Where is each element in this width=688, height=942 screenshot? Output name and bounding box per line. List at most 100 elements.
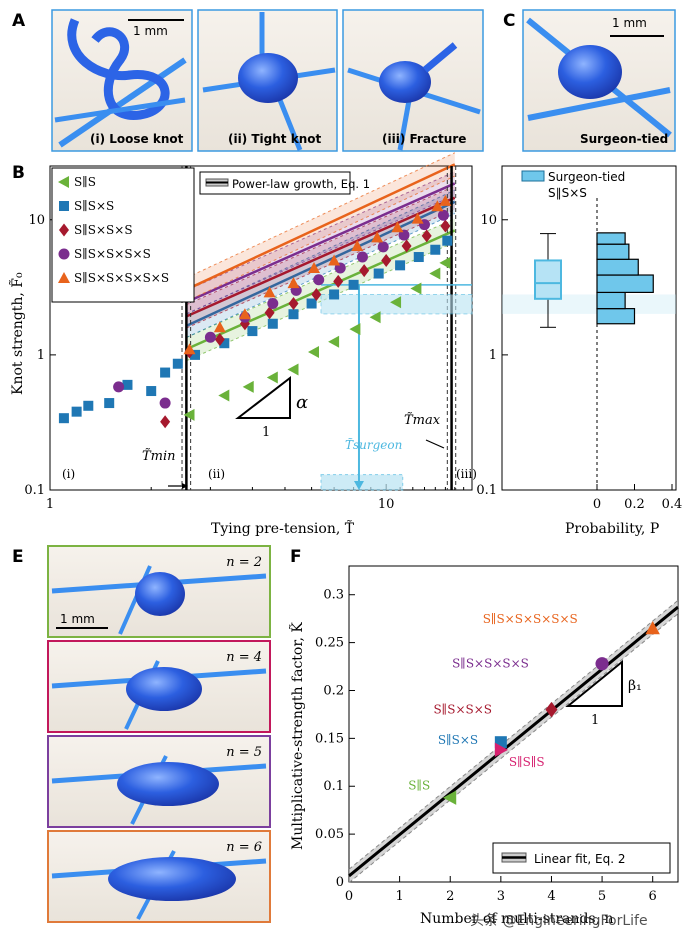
chart-d: 0 0.2 0.4 0.1 1 10 Surgeon-tied S∥S×S Probabi… — [476, 165, 682, 537]
data-point — [348, 279, 359, 290]
data-point — [113, 381, 125, 393]
panel-letter-a: A — [12, 11, 26, 31]
data-point — [395, 260, 406, 271]
data-point — [329, 289, 340, 300]
legend-marker — [58, 248, 70, 260]
fit-line-f — [348, 605, 679, 878]
data-point — [390, 296, 402, 309]
data-point-f — [545, 701, 558, 718]
ytick-label-f: 0.15 — [315, 731, 344, 746]
legend-fit-b: Power-law growth, Eq. 1 — [232, 177, 370, 191]
region-ii: (ii) — [208, 467, 225, 481]
hist-bar — [596, 258, 639, 276]
fit-band-edge — [186, 213, 456, 338]
legend-marker — [58, 272, 70, 283]
photo-n5: n = 6 — [47, 830, 271, 923]
photos-e: n = 2 1 mm n = 4 n = 5 n = 6 — [47, 545, 271, 923]
data-point — [58, 413, 69, 424]
watermark: 头条 @EngineeringForLife — [470, 912, 648, 929]
knot — [117, 762, 219, 806]
data-point — [440, 219, 451, 233]
data-point-f — [595, 657, 609, 671]
point-label-f: S∥S∥S — [509, 755, 545, 769]
data-point — [411, 212, 424, 224]
data-point — [159, 397, 171, 409]
fit-line — [186, 182, 456, 304]
data-point — [351, 239, 364, 251]
hist-bar — [596, 274, 654, 294]
xlabel-b: Tying pre-tension, T̃ — [211, 519, 355, 537]
xtick-label-f: 5 — [598, 889, 606, 904]
photo-loose-knot: 1 mm (i) Loose knot — [51, 9, 193, 152]
axes-f: 0 1 2 3 4 5 6 0 0.05 0.1 0.15 0.2 0.25 0.3 — [315, 588, 657, 904]
legend-d: Surgeon-tied S∥S×S — [521, 170, 625, 200]
legend-d-line2: S∥S×S — [548, 186, 587, 200]
data-point — [288, 297, 299, 311]
fit-band-edge — [186, 152, 456, 279]
ytick-label-b: 0.1 — [24, 483, 45, 498]
ytick-label-f: 0.25 — [315, 636, 344, 651]
boxplot-surgeon — [534, 233, 562, 328]
data-point — [104, 398, 115, 409]
data-point — [391, 221, 404, 233]
data-point — [437, 209, 449, 221]
knot — [135, 572, 185, 616]
ylabel-b: Knot strength, F̃₀ — [8, 272, 26, 395]
scalebar-label-c: 1 mm — [612, 16, 647, 30]
data-point — [238, 308, 251, 320]
legend-b: S∥S S∥S×S S∥S×S×S S∥S×S×S×S S∥S×S×S×S×S Powe… — [51, 167, 370, 303]
fit-band-edge-f — [348, 613, 679, 884]
region-i: (i) — [62, 467, 75, 481]
data-point — [430, 244, 441, 255]
data-point — [190, 349, 201, 360]
tmax-label: T̃max — [404, 412, 441, 428]
data-point — [219, 338, 230, 349]
legend-d-line1: Surgeon-tied — [548, 170, 625, 184]
hist-bar — [596, 232, 626, 245]
fit-band-edge — [186, 241, 456, 362]
data-point — [381, 253, 392, 267]
data-point — [356, 251, 368, 263]
legend-f: Linear fit, Eq. 2 — [492, 842, 671, 874]
fit-band-edge-f — [348, 599, 679, 870]
data-point-f — [645, 621, 660, 635]
fit-line — [186, 196, 456, 318]
slope-beta-label: β₁ — [628, 678, 642, 694]
xtick-label-f: 1 — [395, 889, 403, 904]
data-point — [349, 323, 361, 336]
knot — [108, 857, 236, 901]
fit-bands-b — [186, 152, 456, 362]
points-b — [58, 194, 453, 429]
legend-entry: S∥S — [74, 175, 96, 189]
data-point-f — [443, 790, 457, 805]
data-point — [71, 406, 82, 417]
data-point — [328, 335, 340, 348]
data-point — [146, 386, 157, 397]
legend-entry: S∥S×S — [74, 199, 114, 213]
slope-alpha-label: α — [296, 392, 308, 413]
chart-f: 0 1 2 3 4 5 600.050.10.150.20.250.3 S∥SS∥S×SS∥… — [288, 565, 679, 927]
data-point — [371, 231, 384, 243]
n-label: n = 5 — [226, 745, 262, 760]
data-point — [160, 415, 171, 429]
point-label-f: S∥S×S×S×S×S — [483, 612, 578, 626]
data-point — [333, 274, 344, 288]
data-point — [377, 241, 389, 253]
fit-line-f — [348, 599, 679, 884]
photo-n4: n = 5 — [47, 735, 271, 828]
data-point — [160, 367, 171, 378]
tsurgeon-label: T̃surgeon — [345, 437, 402, 452]
point-label-f: S∥S×S — [438, 733, 478, 747]
ytick-label-d: 10 — [480, 213, 497, 228]
data-point — [288, 309, 299, 320]
xtick-label-f: 2 — [446, 889, 454, 904]
data-point — [213, 321, 226, 333]
xlabel-d: Probability, P — [565, 521, 659, 537]
slope-base-label-b: 1 — [262, 425, 270, 440]
data-point — [439, 256, 451, 269]
surgeon-band-d — [502, 294, 676, 314]
scalebar-label-e: 1 mm — [60, 612, 95, 626]
points-f: S∥S S∥S×S S∥S∥S S∥S×S×S S∥S×S×S×S S∥S×S×S×S×S — [408, 612, 660, 805]
hist-bar — [596, 243, 630, 260]
photo-n2: n = 2 1 mm — [47, 545, 271, 638]
